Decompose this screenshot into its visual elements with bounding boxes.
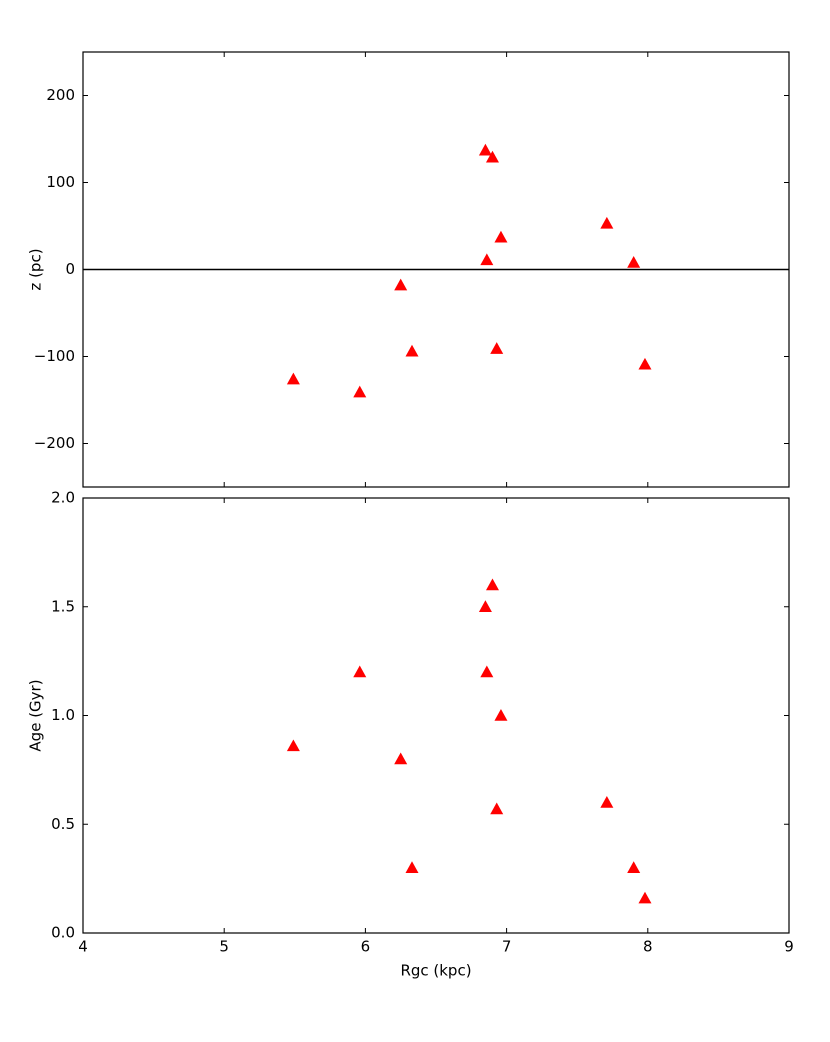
axes-frame [82, 497, 790, 934]
x-axis-label: Rgc (kpc) [400, 962, 471, 980]
marker [394, 752, 408, 765]
marker [478, 600, 492, 612]
marker [490, 342, 504, 354]
marker [405, 344, 419, 357]
x-tick-label: 9 [784, 938, 794, 956]
y-tick-label: 200 [46, 86, 75, 104]
marker [494, 230, 508, 243]
marker [627, 861, 641, 873]
y-tick-label: 1.0 [51, 706, 75, 724]
marker [353, 385, 367, 398]
y-tick-label: 1.5 [51, 597, 75, 615]
y-axis-label: z (pc) [27, 248, 45, 290]
axes-frame [82, 51, 790, 488]
x-tick-label: 6 [361, 938, 371, 956]
marker [394, 278, 408, 291]
x-tick-label: 5 [219, 938, 229, 956]
x-tick-label: 8 [643, 938, 653, 956]
marker [485, 150, 499, 163]
marker [480, 253, 494, 266]
y-tick-label: −100 [34, 347, 75, 365]
y-tick-label: 0.0 [51, 924, 75, 942]
marker [638, 891, 652, 904]
marker [353, 665, 367, 678]
y-tick-label: −200 [34, 434, 75, 452]
marker [480, 665, 494, 678]
marker [485, 578, 499, 591]
marker [638, 357, 652, 370]
marker [600, 796, 614, 808]
marker [627, 256, 641, 268]
marker [494, 709, 508, 721]
marker [600, 216, 614, 229]
x-tick-label: 4 [78, 938, 88, 956]
marker [478, 143, 492, 156]
marker [490, 802, 504, 815]
marker [286, 372, 300, 385]
marker [405, 861, 419, 873]
y-axis-label: Age (Gyr) [27, 679, 45, 751]
y-tick-label: 100 [46, 173, 75, 191]
x-tick-label: 7 [502, 938, 512, 956]
y-tick-label: 0.5 [51, 815, 75, 833]
y-tick-label: 0 [65, 260, 75, 278]
y-tick-label: 2.0 [51, 489, 75, 507]
marker [286, 739, 300, 752]
